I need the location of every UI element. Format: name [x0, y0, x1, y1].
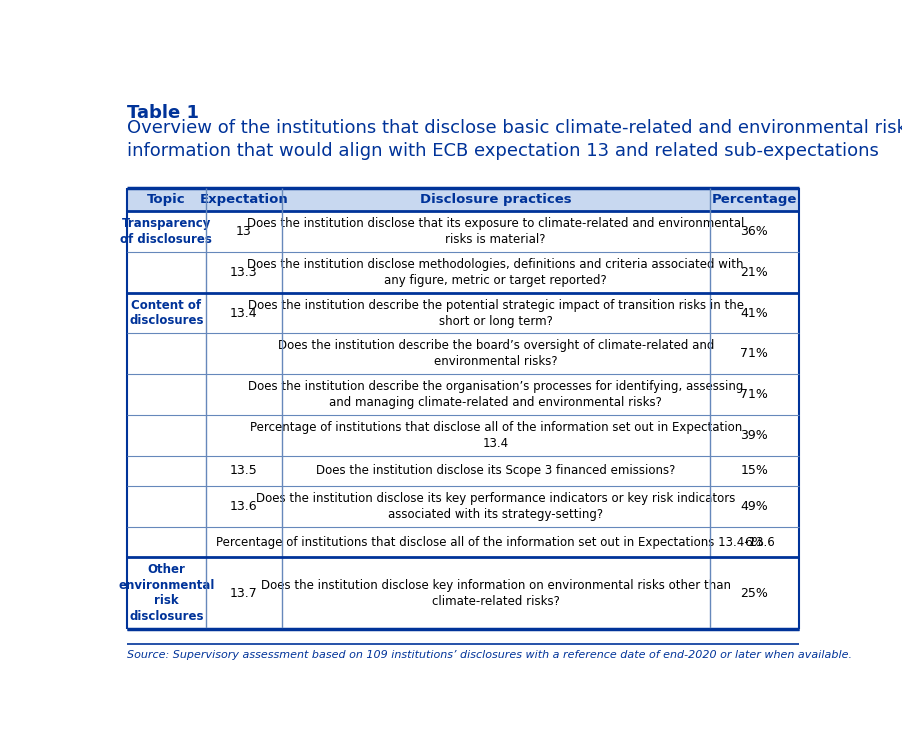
Text: 13.7: 13.7 [230, 586, 257, 600]
Text: Percentage: Percentage [711, 193, 796, 206]
Text: Expectation: Expectation [199, 193, 288, 206]
Text: 71%: 71% [740, 347, 768, 360]
Text: Content of
disclosures: Content of disclosures [129, 299, 203, 327]
Text: Topic: Topic [147, 193, 186, 206]
Text: Does the institution describe the board’s oversight of climate-related and
envir: Does the institution describe the board’… [277, 339, 713, 368]
Text: Does the institution disclose its Scope 3 financed emissions?: Does the institution disclose its Scope … [316, 465, 675, 477]
Text: 13.4: 13.4 [230, 306, 257, 320]
Text: Does the institution disclose methodologies, definitions and criteria associated: Does the institution disclose methodolog… [247, 258, 743, 287]
Text: 6%: 6% [743, 536, 763, 548]
Text: Does the institution disclose its key performance indicators or key risk indicat: Does the institution disclose its key pe… [256, 492, 734, 521]
Text: Table 1: Table 1 [126, 104, 198, 122]
Text: Source: Supervisory assessment based on 109 institutions’ disclosures with a ref: Source: Supervisory assessment based on … [126, 650, 851, 660]
Text: 39%: 39% [740, 429, 768, 441]
Text: Does the institution describe the organisation’s processes for identifying, asse: Does the institution describe the organi… [248, 380, 742, 409]
Text: 13.3: 13.3 [230, 266, 257, 279]
Text: 13: 13 [235, 225, 252, 238]
Text: 13.6: 13.6 [230, 500, 257, 513]
Text: 49%: 49% [740, 500, 768, 513]
Text: 13.5: 13.5 [230, 465, 257, 477]
Bar [126, 188, 798, 211]
Text: 41%: 41% [740, 306, 768, 320]
Text: 71%: 71% [740, 388, 768, 401]
Text: Percentage of institutions that disclose all of the information set out in Expec: Percentage of institutions that disclose… [249, 421, 741, 450]
Text: Other
environmental
risk
disclosures: Other environmental risk disclosures [118, 563, 215, 623]
Text: 15%: 15% [740, 465, 768, 477]
Text: Does the institution describe the potential strategic impact of transition risks: Does the institution describe the potent… [247, 299, 743, 328]
Text: Percentage of institutions that disclose all of the information set out in Expec: Percentage of institutions that disclose… [216, 536, 774, 548]
Text: Transparency
of disclosures: Transparency of disclosures [120, 217, 212, 246]
Text: Overview of the institutions that disclose basic climate-related and environment: Overview of the institutions that disclo… [126, 119, 902, 160]
Text: 25%: 25% [740, 586, 768, 600]
Text: Does the institution disclose key information on environmental risks other than
: Does the institution disclose key inform… [261, 578, 730, 607]
Text: Disclosure practices: Disclosure practices [419, 193, 571, 206]
Text: 36%: 36% [740, 225, 768, 238]
Text: 21%: 21% [740, 266, 768, 279]
Text: Does the institution disclose that its exposure to climate-related and environme: Does the institution disclose that its e… [247, 217, 743, 247]
